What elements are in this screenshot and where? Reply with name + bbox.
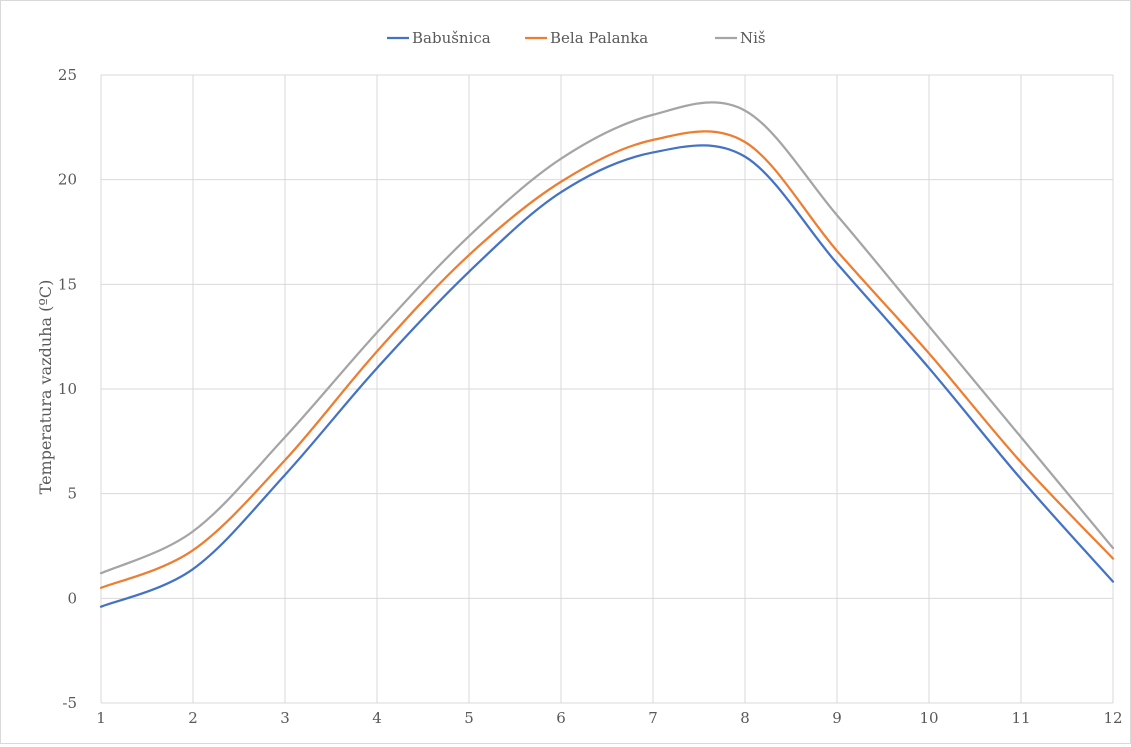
x-tick-labels: 1 2 3 4 5 6 7 8 9 10 11 12 bbox=[96, 709, 1122, 727]
x-tick-label: 9 bbox=[832, 709, 842, 727]
x-tick-label: 10 bbox=[919, 709, 938, 727]
series-lines bbox=[99, 101, 1115, 608]
series-line-1 bbox=[99, 144, 1115, 608]
legend-label: Bela Palanka bbox=[550, 29, 648, 47]
y-tick-label: 25 bbox=[58, 66, 77, 84]
y-tick-label: -5 bbox=[62, 694, 77, 712]
y-axis-title: Temperatura vazduha (ºC) bbox=[36, 280, 55, 495]
legend: Babušnica Bela Palanka Niš bbox=[387, 29, 766, 47]
x-tick-label: 1 bbox=[96, 709, 106, 727]
x-tick-label: 2 bbox=[188, 709, 198, 727]
x-tick-label: 4 bbox=[372, 709, 382, 727]
y-tick-label: 15 bbox=[58, 275, 77, 293]
x-tick-label: 11 bbox=[1011, 709, 1030, 727]
y-tick-labels: -5 0 5 10 15 20 25 bbox=[58, 66, 77, 712]
legend-label: Niš bbox=[740, 29, 766, 47]
x-tick-label: 5 bbox=[464, 709, 474, 727]
series-line-2 bbox=[99, 130, 1115, 589]
x-tick-label: 12 bbox=[1103, 709, 1122, 727]
x-tick-label: 6 bbox=[556, 709, 566, 727]
x-tick-label: 3 bbox=[280, 709, 290, 727]
y-tick-label: 0 bbox=[67, 589, 77, 607]
x-tick-label: 7 bbox=[648, 709, 658, 727]
x-tick-label: 8 bbox=[740, 709, 750, 727]
series-line-3 bbox=[99, 101, 1115, 575]
y-tick-label: 20 bbox=[58, 171, 77, 189]
gridlines bbox=[100, 74, 1114, 704]
legend-label: Babušnica bbox=[412, 29, 491, 47]
y-tick-label: 10 bbox=[58, 380, 77, 398]
y-tick-label: 5 bbox=[67, 485, 77, 503]
